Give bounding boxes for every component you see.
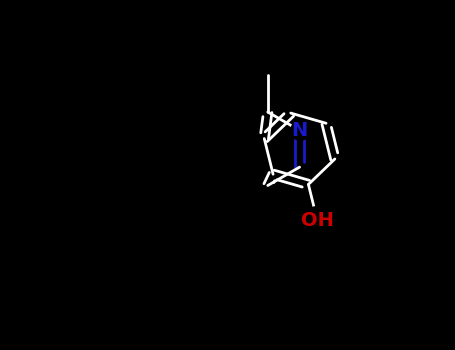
Text: OH: OH [301, 211, 334, 230]
Text: N: N [292, 121, 308, 140]
